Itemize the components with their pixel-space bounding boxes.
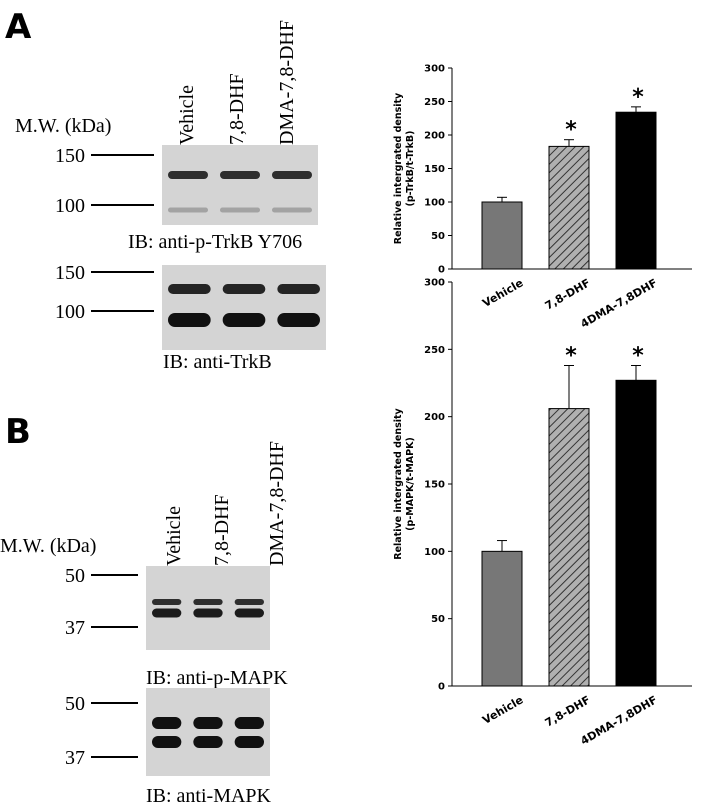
bar bbox=[481, 550, 523, 687]
mw-marker: 100 bbox=[55, 301, 85, 323]
y-tick-label: 50 bbox=[431, 614, 445, 625]
band bbox=[234, 717, 264, 729]
mw-marker: 50 bbox=[65, 565, 85, 587]
blot bbox=[146, 566, 270, 650]
band bbox=[277, 284, 320, 294]
y-tick-label: 200 bbox=[424, 412, 445, 423]
significance: * bbox=[565, 343, 577, 368]
band bbox=[193, 599, 223, 605]
x-tick-label: 7,8-DHF bbox=[543, 693, 593, 729]
lane-label: DMA-7,8-DHF bbox=[276, 20, 298, 145]
band bbox=[152, 736, 182, 748]
band bbox=[193, 608, 223, 618]
y-axis-label: Relative intergrated density bbox=[393, 407, 404, 559]
mw-marker: 150 bbox=[55, 145, 85, 167]
bar bbox=[548, 408, 590, 687]
y-tick-label: 300 bbox=[424, 278, 445, 289]
mw-marker: 150 bbox=[55, 262, 85, 284]
blot bbox=[162, 145, 318, 225]
blot-caption: IB: anti-TrkB bbox=[163, 351, 272, 373]
mw-marker: 37 bbox=[65, 747, 85, 769]
y-tick-label: 0 bbox=[438, 682, 445, 693]
band bbox=[168, 207, 208, 213]
blot bbox=[146, 688, 270, 776]
lane-label: 7,8-DHF bbox=[226, 73, 248, 145]
y-tick-label: 200 bbox=[424, 131, 445, 142]
band bbox=[152, 599, 182, 605]
band bbox=[234, 608, 264, 618]
blot-caption: IB: anti-p-MAPK bbox=[146, 667, 288, 689]
band bbox=[193, 736, 223, 748]
mw-marker: 100 bbox=[55, 195, 85, 217]
band bbox=[222, 313, 266, 327]
band bbox=[168, 313, 211, 327]
band bbox=[277, 313, 320, 327]
band bbox=[220, 171, 260, 179]
x-tick-label: 7,8-DHF bbox=[543, 276, 593, 312]
y-tick-label: 250 bbox=[424, 97, 445, 108]
bar bbox=[548, 145, 590, 270]
y-tick-label: 100 bbox=[424, 198, 445, 209]
significance: * bbox=[565, 118, 577, 143]
band bbox=[272, 207, 312, 213]
mw-marker: 50 bbox=[65, 693, 85, 715]
y-axis-label: (p-MAPK/t-MAPK) bbox=[405, 437, 416, 531]
y-tick-label: 150 bbox=[424, 164, 445, 175]
significance: * bbox=[632, 85, 644, 110]
panel-label: A bbox=[5, 7, 32, 47]
y-tick-label: 50 bbox=[431, 231, 445, 242]
band bbox=[152, 608, 182, 618]
blot-caption: IB: anti-p-TrkB Y706 bbox=[128, 231, 302, 253]
band bbox=[220, 207, 260, 213]
y-tick-label: 300 bbox=[424, 64, 445, 75]
band bbox=[272, 171, 312, 179]
bar bbox=[615, 379, 657, 687]
band bbox=[168, 171, 208, 179]
mw-marker: 37 bbox=[65, 617, 85, 639]
bar bbox=[481, 201, 523, 270]
lane-label: Vehicle bbox=[163, 506, 185, 566]
y-axis-label: Relative intergrated density bbox=[393, 92, 404, 244]
mw-label: M.W. (kDa) bbox=[15, 115, 111, 137]
lane-label: 7,8-DHF bbox=[211, 494, 233, 566]
bar bbox=[615, 111, 657, 270]
significance: * bbox=[632, 343, 644, 368]
panel-label: B bbox=[5, 412, 31, 452]
blot-caption: IB: anti-MAPK bbox=[146, 785, 272, 806]
band bbox=[234, 599, 264, 605]
lane-label: DMA-7,8-DHF bbox=[266, 441, 288, 566]
y-tick-label: 0 bbox=[438, 265, 445, 276]
x-tick-label: Vehicle bbox=[480, 276, 525, 310]
blot bbox=[162, 265, 326, 350]
y-axis-label: (p-TrkB/t-TrkB) bbox=[405, 131, 416, 207]
x-tick-label: Vehicle bbox=[480, 693, 525, 727]
band bbox=[152, 717, 182, 729]
band bbox=[168, 284, 211, 294]
band bbox=[234, 736, 264, 748]
mw-label: M.W. (kDa) bbox=[0, 535, 96, 557]
lane-label: Vehicle bbox=[176, 85, 198, 145]
y-tick-label: 250 bbox=[424, 345, 445, 356]
y-tick-label: 100 bbox=[424, 547, 445, 558]
band bbox=[193, 717, 223, 729]
band bbox=[222, 284, 266, 294]
y-tick-label: 150 bbox=[424, 480, 445, 491]
